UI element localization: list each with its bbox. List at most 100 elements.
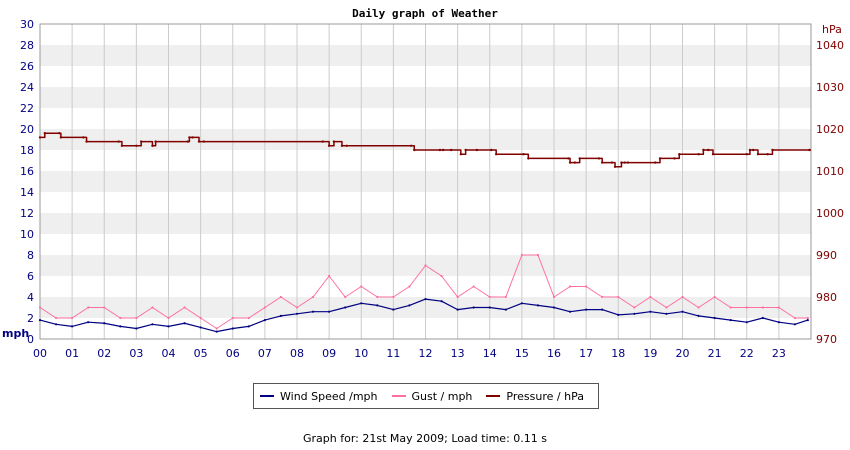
left-tick-label: 4 (27, 291, 34, 304)
data-point-pressure (522, 153, 525, 156)
data-point-pressure (85, 140, 88, 143)
left-tick-label: 6 (27, 270, 34, 283)
data-point-pressure (82, 136, 85, 139)
data-point-gust (761, 306, 764, 309)
data-point-wind (552, 306, 556, 309)
data-point-gust (263, 306, 266, 309)
x-tick-label: 06 (226, 347, 240, 360)
data-point-gust (793, 316, 797, 320)
series-line-pressure (40, 132, 811, 168)
data-point-pressure (578, 157, 581, 160)
data-point-pressure (197, 140, 201, 143)
data-point-wind (263, 319, 266, 322)
x-tick-label: 09 (322, 347, 336, 360)
data-point-pressure (120, 144, 124, 147)
chart-title: Daily graph of Weather (352, 7, 498, 20)
data-point-pressure (332, 140, 336, 143)
x-tick-label: 05 (194, 347, 208, 360)
x-tick-label: 21 (708, 347, 722, 360)
data-point-pressure (745, 153, 748, 156)
data-point-wind (601, 308, 604, 311)
data-point-wind (713, 316, 716, 320)
data-point-gust (295, 306, 299, 309)
chart-legend: Wind Speed /mph Gust / mph Pressure / hP… (253, 383, 599, 409)
x-tick-label: 18 (611, 347, 625, 360)
data-point-wind (135, 327, 138, 330)
data-point-pressure (707, 148, 710, 152)
left-tick-label: 14 (20, 186, 34, 199)
data-point-gust (54, 316, 58, 320)
data-point-wind (199, 326, 202, 329)
x-tick-label: 11 (386, 347, 400, 360)
x-tick-label: 00 (33, 347, 47, 360)
data-point-pressure (464, 148, 467, 152)
data-point-wind (408, 304, 411, 307)
data-point-gust (344, 295, 347, 299)
data-point-pressure (59, 136, 63, 139)
data-point-pressure (597, 157, 601, 160)
data-point-pressure (766, 153, 769, 156)
data-point-pressure (678, 153, 681, 156)
data-point-pressure (626, 161, 630, 164)
left-tick-label: 2 (27, 312, 34, 325)
data-point-pressure (658, 157, 662, 160)
data-point-pressure (321, 140, 324, 143)
data-point-pressure (409, 144, 413, 147)
data-point-gust (665, 306, 668, 309)
data-point-wind (665, 312, 668, 315)
data-point-gust (103, 306, 106, 309)
left-tick-label: 0 (27, 333, 34, 346)
data-point-gust (713, 295, 716, 299)
right-tick-label: 1020 (816, 123, 844, 136)
data-point-gust (408, 285, 411, 288)
x-axis-ticks: 00 01 02 03 04 05 06 07 08 09 10 11 12 13 14 15 16 17 18 19… (33, 347, 786, 360)
data-point-wind (440, 300, 443, 303)
legend-label-gust: Gust / mph (411, 389, 473, 403)
x-tick-label: 20 (676, 347, 690, 360)
data-point-pressure (756, 153, 760, 156)
data-point-wind (585, 308, 588, 311)
data-point-gust (183, 306, 186, 309)
data-point-pressure (697, 153, 700, 156)
data-point-gust (424, 264, 427, 267)
data-point-gust (456, 295, 459, 299)
data-point-gust (151, 306, 154, 309)
data-point-wind (215, 330, 218, 333)
x-tick-label: 08 (290, 347, 304, 360)
right-tick-label: 980 (816, 291, 837, 304)
data-point-pressure (613, 165, 617, 168)
grid-lines (71, 24, 780, 339)
data-point-wind (87, 321, 90, 324)
data-point-gust (87, 306, 90, 309)
data-point-wind (376, 304, 379, 307)
data-point-wind (311, 310, 315, 313)
data-point-pressure (154, 140, 157, 143)
data-point-pressure (748, 148, 752, 152)
data-point-gust (135, 316, 138, 320)
data-point-gust (520, 253, 523, 257)
x-tick-label: 17 (579, 347, 593, 360)
right-tick-label: 1030 (816, 81, 844, 94)
data-point-gust (777, 306, 780, 309)
data-point-pressure (475, 148, 479, 152)
x-tick-label: 19 (643, 347, 657, 360)
data-point-gust (247, 316, 250, 320)
data-point-pressure (673, 157, 676, 160)
right-tick-label: 1040 (816, 39, 844, 52)
data-point-gust (536, 253, 540, 257)
data-point-gust (376, 295, 379, 299)
x-tick-label: 22 (740, 347, 754, 360)
data-point-wind (231, 327, 234, 330)
legend-item-gust: Gust / mph (391, 389, 473, 403)
data-point-wind (649, 310, 652, 313)
data-point-wind (681, 310, 684, 313)
data-point-wind (806, 319, 809, 322)
data-point-gust (440, 274, 443, 278)
left-tick-label: 30 (20, 18, 34, 31)
data-point-pressure (340, 144, 344, 147)
x-tick-label: 15 (515, 347, 529, 360)
data-point-pressure (188, 136, 191, 139)
legend-label-pressure: Pressure / hPa (506, 389, 584, 403)
